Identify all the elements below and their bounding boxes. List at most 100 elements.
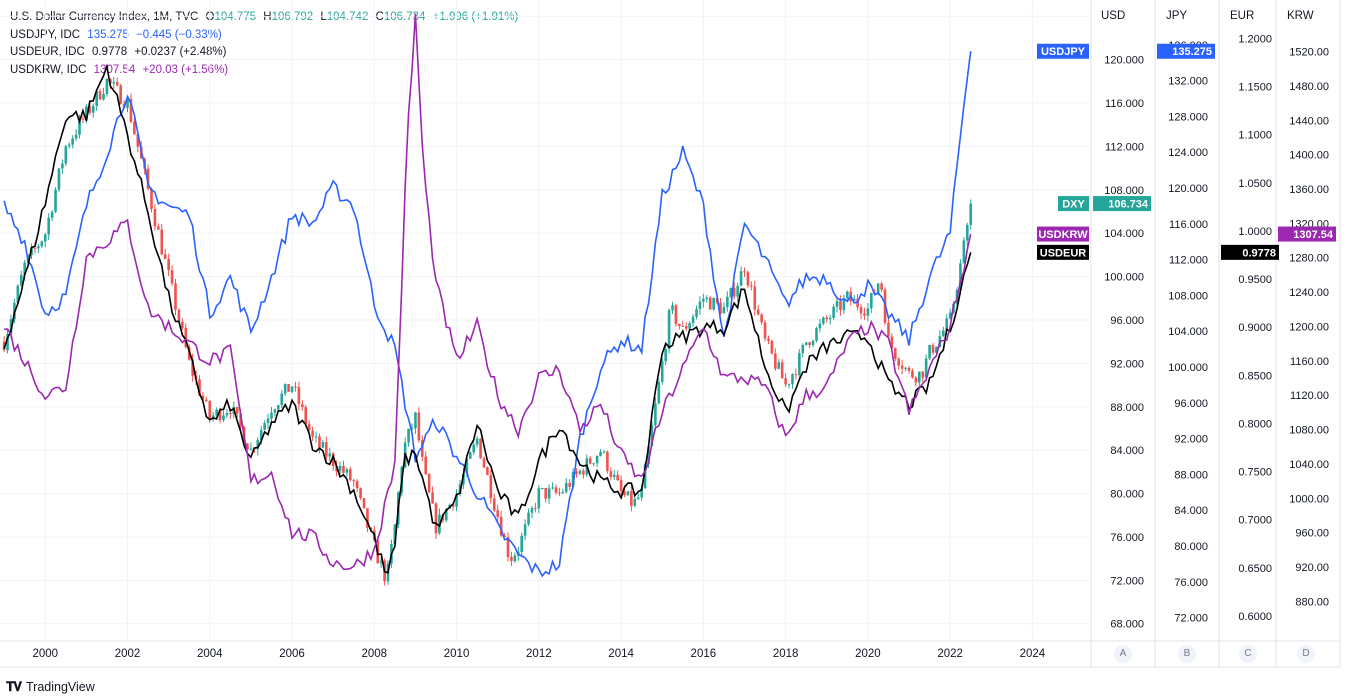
candle-body xyxy=(109,79,112,84)
candle-body xyxy=(249,448,253,450)
y-tick-label-eur: 0.6500 xyxy=(1238,563,1272,575)
footer: 𝐓𝐕 TradingView xyxy=(6,677,95,697)
candle-body xyxy=(835,301,839,307)
candle-body xyxy=(444,508,448,521)
candle-body xyxy=(427,474,431,493)
y-tick-label-jpy: 92.000 xyxy=(1174,434,1208,446)
candle-body xyxy=(105,79,109,94)
candle-body xyxy=(133,121,136,135)
candle-body xyxy=(167,258,170,271)
legend-usdeur-label: USDEUR, IDC xyxy=(10,46,85,58)
candle-body xyxy=(98,91,102,100)
candle-body xyxy=(654,403,657,426)
x-tick-label: 2012 xyxy=(526,648,552,660)
y-tick-label-krw: 1080.00 xyxy=(1289,425,1329,437)
candle-body xyxy=(794,374,798,376)
scale-button-c[interactable]: C xyxy=(1239,645,1257,663)
candle-body xyxy=(811,340,815,346)
candle-body xyxy=(534,508,537,510)
candle-body xyxy=(712,297,715,310)
tradingview-logo-icon[interactable]: 𝐓𝐕 xyxy=(6,679,22,694)
candle-body xyxy=(321,442,325,448)
candle-body xyxy=(708,297,712,310)
x-tick-label: 2008 xyxy=(362,648,388,660)
candle-body xyxy=(304,407,308,424)
candle-body xyxy=(558,492,561,494)
y-tick-label-usd: 76.000 xyxy=(1110,532,1144,544)
series-name-badge-usdeur xyxy=(1037,244,1089,260)
candle-body xyxy=(270,412,273,419)
candle-body xyxy=(537,488,541,509)
candle-body xyxy=(667,310,671,349)
candle-body xyxy=(410,428,414,430)
y-tick-label-krw: 1480.00 xyxy=(1289,81,1329,93)
candle-body xyxy=(832,306,835,318)
series-name-badge-usdkrw xyxy=(1037,226,1089,242)
candle-body xyxy=(777,362,781,369)
candle-body xyxy=(602,451,606,453)
candle-body xyxy=(95,91,98,106)
y-tick-label-jpy: 132.000 xyxy=(1168,76,1208,88)
last-value-badge-dxy xyxy=(1093,196,1151,212)
scale-button-d[interactable]: D xyxy=(1297,645,1315,663)
candle-body xyxy=(472,444,476,453)
candle-body xyxy=(945,318,949,331)
candle-body xyxy=(606,451,609,472)
candle-body xyxy=(595,455,599,464)
candle-body xyxy=(235,406,239,414)
candle-body xyxy=(588,458,592,464)
candle-body xyxy=(846,291,849,299)
legend-usdjpy[interactable]: USDJPY, IDC 135.275 −0.445 (−0.33%) xyxy=(10,27,518,45)
y-tick-label-usd: 92.000 xyxy=(1110,358,1144,370)
candle-body xyxy=(852,298,856,302)
candle-body xyxy=(74,134,78,139)
x-tick-label: 2006 xyxy=(279,648,305,660)
candle-body xyxy=(23,262,26,275)
candle-body xyxy=(475,438,479,445)
candle-body xyxy=(85,106,88,120)
y-tick-label-eur: 1.2000 xyxy=(1238,33,1272,45)
candle-body xyxy=(9,319,13,334)
candle-body xyxy=(102,93,105,100)
legend-usdeur[interactable]: USDEUR, IDC 0.9778 +0.0237 (+2.48%) xyxy=(10,44,518,62)
y-tick-label-usd: 72.000 xyxy=(1110,575,1144,587)
y-tick-label-usd: 104.000 xyxy=(1104,228,1144,240)
candle-body xyxy=(527,512,530,525)
candle-body xyxy=(359,488,362,499)
brand-name[interactable]: TradingView xyxy=(26,680,95,694)
candle-body xyxy=(767,338,770,341)
candle-body xyxy=(636,497,640,499)
y-tick-label-krw: 960.00 xyxy=(1295,528,1329,540)
candle-body xyxy=(948,312,952,319)
candle-body xyxy=(822,317,825,324)
candle-body xyxy=(592,463,595,465)
candle-body xyxy=(965,224,969,241)
candle-body xyxy=(510,556,513,562)
candle-body xyxy=(277,405,280,410)
candle-body xyxy=(513,555,517,562)
scale-button-b[interactable]: B xyxy=(1178,645,1196,663)
candle-body xyxy=(739,271,743,286)
candle-body xyxy=(907,367,911,371)
y-tick-label-krw: 920.00 xyxy=(1295,562,1329,574)
candle-body xyxy=(43,234,47,242)
scale-button-a[interactable]: A xyxy=(1114,645,1132,663)
legend-usdkrw-label: USDKRW, IDC xyxy=(10,63,87,76)
legend-dxy[interactable]: U.S. Dollar Currency Index, 1M, TVC O104… xyxy=(10,9,518,27)
x-tick-label: 2010 xyxy=(444,648,470,660)
y-tick-label-jpy: 80.000 xyxy=(1174,541,1208,553)
candle-body xyxy=(211,415,215,419)
candle-body xyxy=(78,118,81,135)
candle-body xyxy=(599,451,602,456)
last-value-text-dxy: 106.734 xyxy=(1108,199,1149,211)
candle-body xyxy=(702,298,705,302)
candle-body xyxy=(705,297,709,299)
last-value-text-usdjpy: 135.275 xyxy=(1172,46,1212,58)
candle-body xyxy=(160,229,164,255)
candle-body xyxy=(863,313,866,316)
candle-body xyxy=(465,458,469,474)
candle-body xyxy=(530,508,534,513)
y-tick-label-usd: 88.000 xyxy=(1110,402,1144,414)
candle-body xyxy=(407,428,410,443)
